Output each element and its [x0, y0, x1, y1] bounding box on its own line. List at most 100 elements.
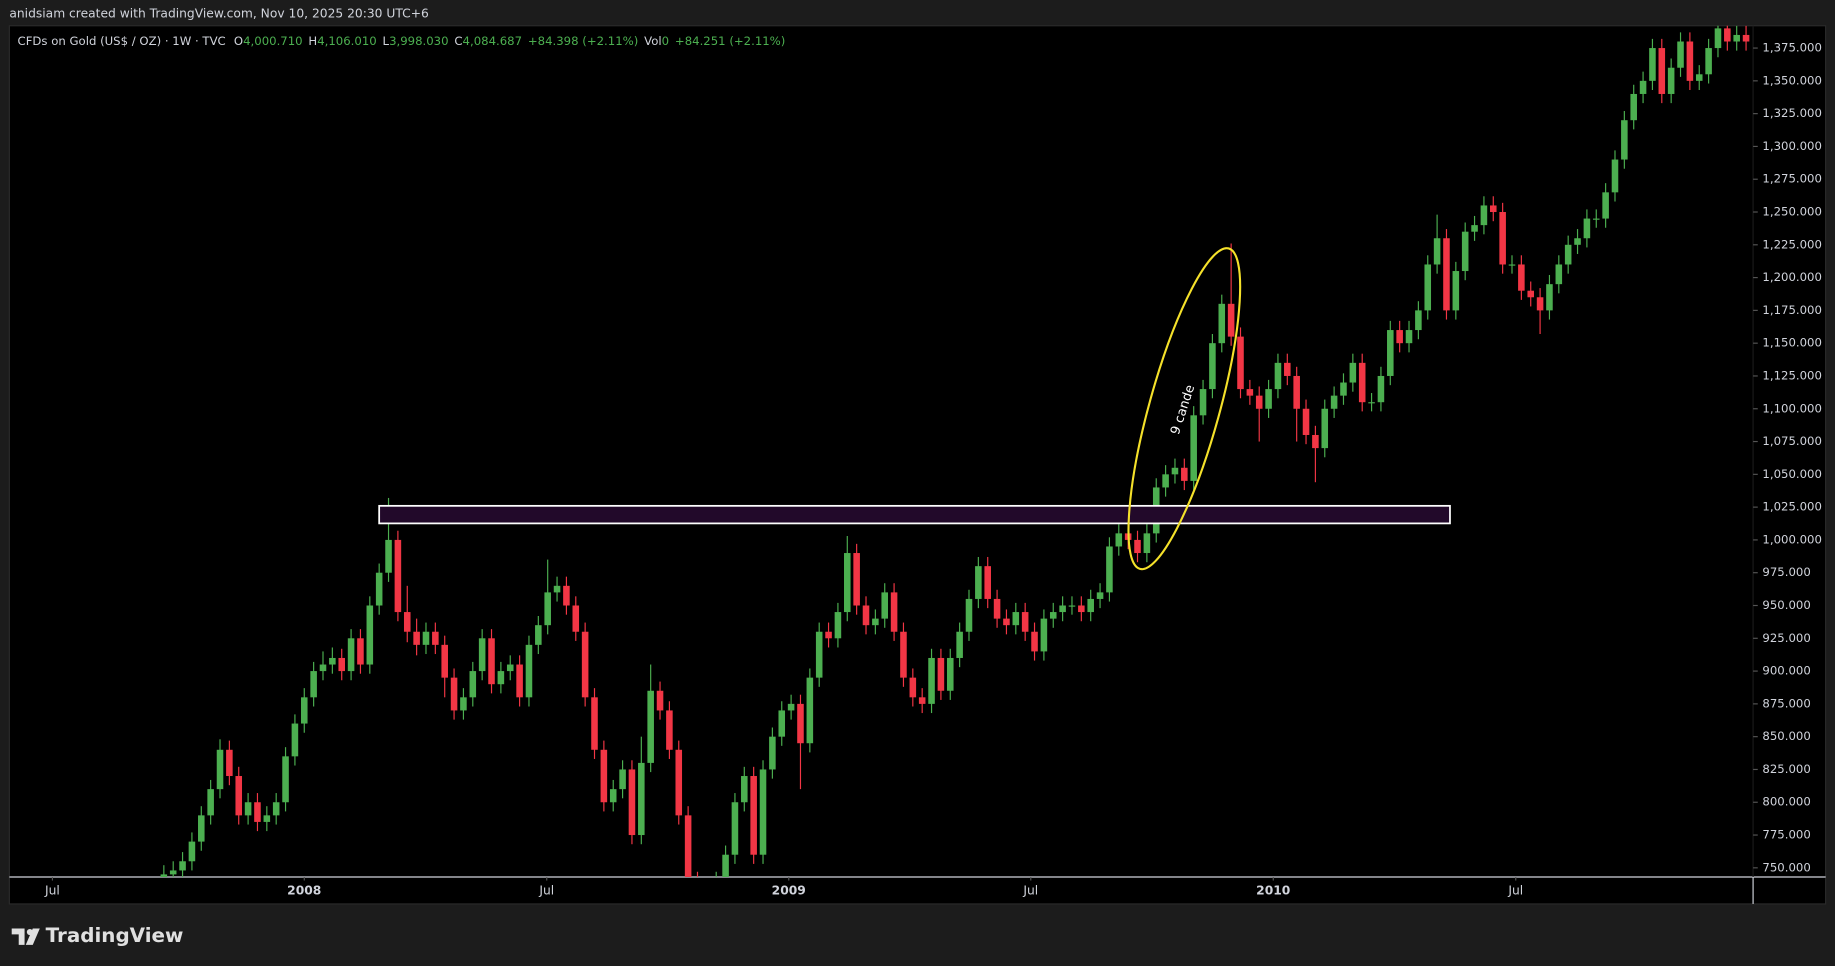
candle-body — [1602, 192, 1609, 219]
candle-body — [1255, 395, 1263, 409]
candle-body — [1555, 264, 1563, 285]
candle-body — [600, 749, 608, 803]
candle-body — [750, 776, 757, 855]
candle-body — [1733, 34, 1740, 42]
candle-body — [666, 710, 673, 750]
candle-body — [1021, 612, 1029, 632]
y-tick-label: 1,325.000 — [1762, 106, 1821, 120]
candle-body — [1115, 533, 1123, 547]
candle-body — [834, 612, 842, 639]
candle-body — [1695, 74, 1703, 81]
candle-body — [1134, 539, 1141, 554]
candle-body — [815, 631, 823, 678]
candle-body — [441, 644, 448, 678]
candle-body — [525, 644, 533, 698]
candle-body — [1724, 28, 1731, 42]
candle-body — [460, 697, 467, 711]
legend-c: 4,084.687 — [463, 33, 522, 47]
x-tick-label: 2009 — [772, 884, 806, 898]
candle-body — [1284, 362, 1291, 376]
candle-body — [160, 874, 168, 878]
x-tick-label: Jul — [1507, 884, 1523, 898]
candle-body — [1677, 41, 1684, 68]
y-tick-label: 1,100.000 — [1762, 401, 1821, 415]
candle-body — [216, 749, 224, 790]
candle-body — [432, 631, 439, 645]
zone-rectangle — [378, 504, 1451, 525]
candle-body — [188, 841, 196, 862]
candle-body — [1265, 389, 1272, 409]
logo-dot — [26, 928, 33, 936]
y-tick-label: 950.000 — [1762, 598, 1810, 612]
y-tick-label: 1,150.000 — [1762, 336, 1821, 350]
candle-body — [422, 631, 430, 645]
candle-body — [347, 638, 355, 672]
y-tick-label: 1,350.000 — [1762, 73, 1821, 87]
y-tick-label: 1,000.000 — [1762, 532, 1821, 546]
y-tick-label: 1,075.000 — [1762, 434, 1821, 448]
candle-body — [1068, 605, 1076, 607]
candle-body — [1480, 205, 1488, 226]
candle-body — [628, 769, 636, 836]
legend-vol-change: +84.251 (+2.11%) — [675, 33, 785, 47]
candle-body — [469, 671, 477, 698]
candle-body — [1471, 225, 1478, 232]
candle-body — [1714, 28, 1722, 49]
chart-panel — [8, 25, 1827, 905]
y-tick-label: 1,275.000 — [1762, 172, 1821, 186]
candle-body — [1096, 592, 1104, 599]
candle-body — [169, 870, 177, 875]
candle-body — [722, 854, 729, 878]
candle-body — [1003, 618, 1010, 626]
candle-body — [338, 657, 345, 672]
candle-body — [272, 802, 280, 816]
highlight-ellipse — [1127, 247, 1242, 571]
candle-body — [909, 677, 917, 698]
candle-body — [1443, 238, 1450, 311]
candle-body — [1508, 264, 1516, 266]
candle-body — [375, 572, 383, 606]
candle-body — [797, 703, 804, 744]
candle-body — [778, 710, 786, 737]
candle-body — [1649, 48, 1656, 81]
y-tick-label: 1,050.000 — [1762, 467, 1821, 481]
candle-body — [1527, 290, 1535, 298]
candle-body — [956, 631, 963, 658]
candle-body — [291, 723, 299, 757]
candle-body — [1583, 218, 1591, 239]
candle-body — [675, 749, 683, 816]
candle-body — [965, 598, 973, 632]
candle-body — [1452, 271, 1460, 311]
candle-body — [862, 605, 870, 626]
candle-body — [357, 638, 364, 665]
legend-h: 4,106.010 — [317, 33, 376, 47]
candle-body — [1031, 631, 1038, 652]
candle-body — [1330, 395, 1338, 409]
y-tick-label: 850.000 — [1762, 729, 1810, 743]
candle-body — [1405, 330, 1413, 344]
candle-body — [1246, 389, 1254, 396]
legend: CFDs on Gold (US$ / OZ) · 1W · TVC O4,000… — [18, 33, 786, 47]
candle-body — [872, 618, 879, 626]
y-tick-label: 1,175.000 — [1762, 303, 1821, 317]
candle-body — [928, 657, 935, 704]
candle-body — [254, 802, 261, 822]
candle-body — [235, 776, 243, 816]
legend-o: 4,000.710 — [243, 33, 302, 47]
candle-body — [198, 815, 205, 842]
brand: TradingView — [46, 924, 184, 947]
candle-body — [1686, 41, 1694, 81]
candle-body — [1059, 605, 1066, 613]
candle-body — [244, 802, 252, 816]
candle-body — [1012, 612, 1020, 626]
candle-body — [1415, 310, 1422, 331]
y-tick-label: 1,200.000 — [1762, 270, 1821, 284]
candle-body — [591, 697, 598, 750]
candle-body — [1377, 375, 1385, 403]
y-tick-label: 1,025.000 — [1762, 500, 1821, 514]
candle-body — [1312, 434, 1319, 449]
candle-body — [1190, 415, 1197, 481]
candle-body — [506, 664, 514, 672]
candle-body — [1049, 612, 1057, 619]
